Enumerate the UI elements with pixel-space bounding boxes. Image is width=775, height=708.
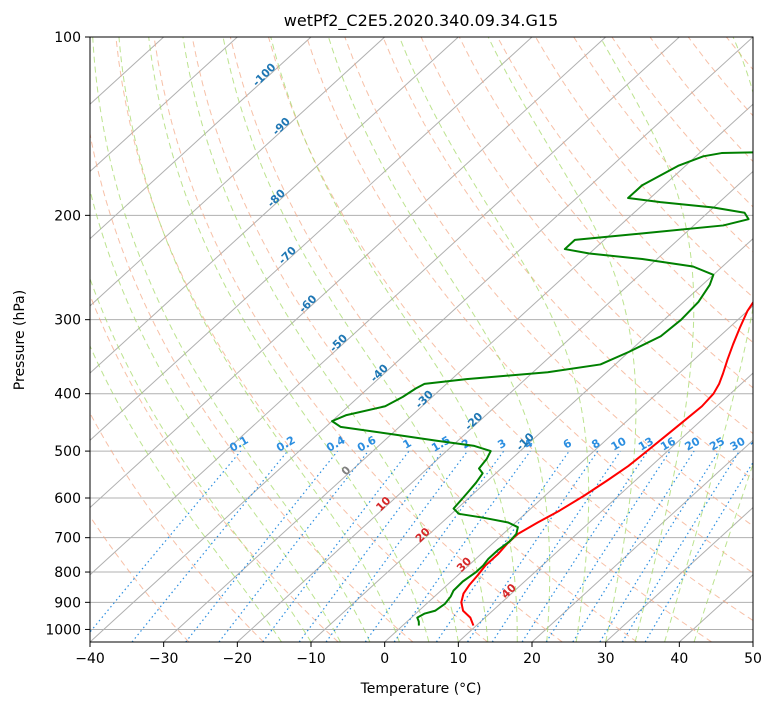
isotherm-line (90, 37, 386, 307)
x-tick-label: −10 (296, 651, 326, 667)
dry-adiabat (268, 37, 753, 622)
mixing-ratio-line (644, 461, 753, 642)
x-tick-label: 0 (380, 651, 389, 667)
isotherm-line (457, 372, 753, 642)
moist-adiabat (90, 344, 282, 642)
x-tick-label: −20 (223, 651, 253, 667)
isotherm-line (90, 37, 680, 576)
dry-adiabat (535, 37, 753, 298)
moist-adiabat (222, 37, 489, 642)
y-tick-label: 300 (54, 313, 81, 329)
mixing-ratio-line (262, 450, 410, 642)
moist-adiabat (148, 37, 430, 642)
dry-adiabat (90, 131, 414, 642)
y-tick-label: 600 (54, 491, 81, 507)
mixing-ratio-line (599, 450, 720, 642)
mixing-ratio-line (621, 450, 740, 642)
y-tick-label: 400 (54, 387, 81, 403)
isotherm-line (90, 37, 533, 442)
y-tick-label: 700 (54, 531, 81, 547)
dry-adiabat (306, 37, 753, 574)
isotherm-line (90, 37, 312, 240)
mixing-ratio-line (131, 450, 289, 642)
isotherm-line (605, 506, 753, 642)
y-tick-label: 100 (54, 30, 81, 46)
x-tick-label: −40 (75, 651, 105, 667)
mixing-ratio-line (393, 450, 531, 642)
isotherm-line (90, 37, 238, 173)
dry-adiabat (229, 37, 712, 642)
mixing-ratio-line (572, 450, 695, 642)
mixing-ratio-line (185, 450, 339, 642)
dry-adiabat (115, 37, 488, 642)
chart-title: wetPf2_C2E5.2020.340.09.34.G15 (284, 11, 558, 31)
isotherm-line (163, 103, 753, 642)
isotherm-line (90, 37, 459, 374)
moist-adiabat (90, 188, 341, 642)
plot-area: 0.10.20.40.611.52346810131620253036-100-… (90, 37, 768, 642)
moist-adiabat (90, 277, 312, 642)
moist-adiabat (92, 37, 371, 642)
y-axis-title: Pressure (hPa) (12, 290, 28, 390)
mixing-ratio-line (435, 450, 570, 642)
dry-adiabat (153, 37, 563, 642)
y-tick-label: 500 (54, 444, 81, 460)
isotherm-line (384, 305, 753, 642)
axes: −40 −30 −20 −10 0 10 20 30 40 50 100 200 300 400 500 60… (45, 30, 762, 667)
x-tick-label: 30 (597, 651, 615, 667)
moist-adiabat (398, 37, 590, 642)
mixing-ratio-label: 36 (748, 434, 768, 453)
dry-adiabat (90, 515, 190, 642)
isotherm-line (236, 170, 753, 642)
moist-adiabat (118, 37, 400, 642)
dry-adiabat (344, 37, 753, 527)
y-tick-label: 1000 (45, 622, 81, 638)
dry-adiabat (90, 293, 339, 642)
mixing-ratio-line (467, 450, 599, 642)
isotherm-line (90, 37, 607, 509)
x-tick-label: 10 (449, 651, 467, 667)
moist-adiabat (599, 37, 695, 642)
plot-frame (89, 36, 754, 643)
dry-adiabat (497, 37, 753, 344)
moist-adiabat (693, 462, 753, 642)
isotherm-line (531, 439, 753, 642)
y-tick-label: 900 (54, 595, 81, 611)
dry-adiabat (90, 412, 264, 642)
y-tick-label: 200 (54, 208, 81, 224)
dewpoint-line (331, 151, 753, 626)
isotherm-line (310, 237, 753, 642)
moist-adiabat (664, 37, 753, 642)
y-tick-label: 800 (54, 565, 81, 581)
dry-adiabat (191, 37, 638, 642)
moist-adiabat (270, 37, 518, 642)
mixing-ratio-line (491, 450, 621, 642)
x-axis-title: Temperature (°C) (360, 681, 482, 697)
x-tick-label: −30 (149, 651, 179, 667)
temperature-line (460, 300, 753, 626)
moist-adiabat (487, 37, 637, 642)
x-tick-label: 50 (744, 651, 762, 667)
mixing-ratio-line (521, 450, 649, 642)
x-tick-label: 20 (523, 651, 541, 667)
isotherm-line (90, 37, 753, 642)
x-tick-label: 40 (670, 651, 688, 667)
mixing-ratio-line (545, 450, 671, 642)
